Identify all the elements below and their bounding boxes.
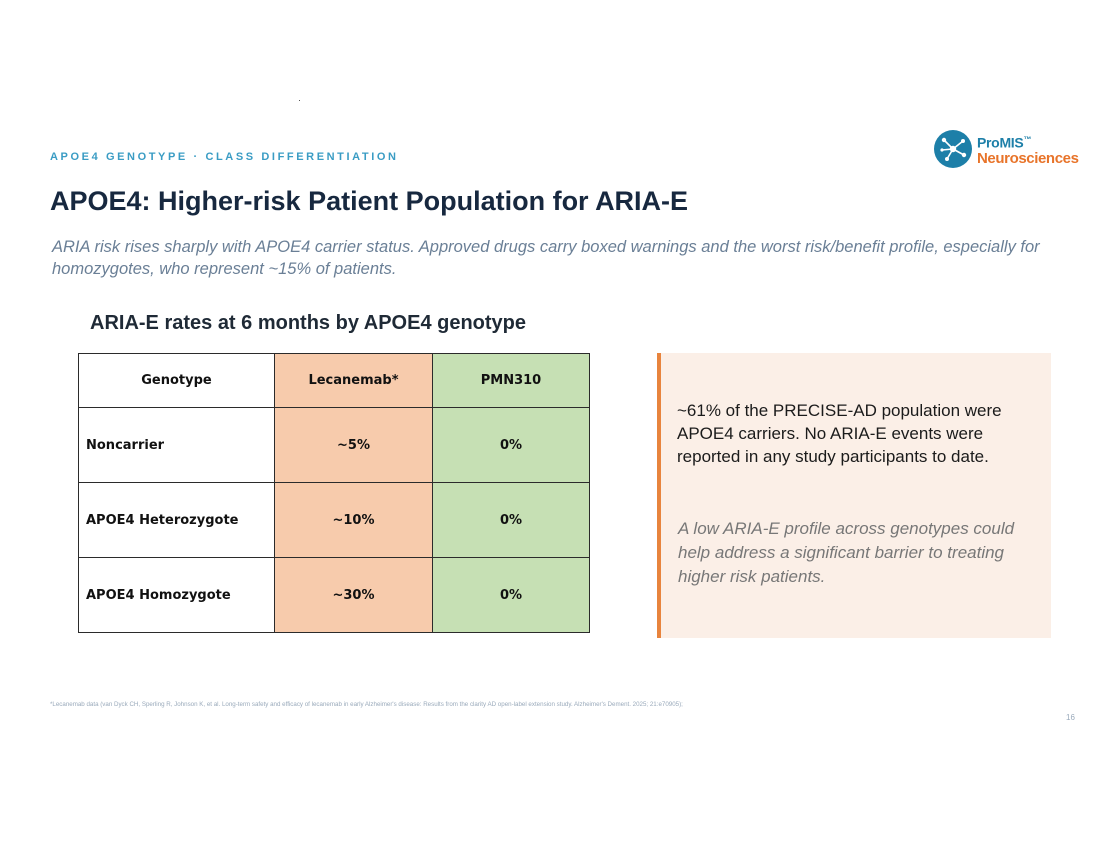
row-lecanemab-cell: ~10% [274, 482, 433, 558]
footnote: *Lecanemab data (van Dyck CH, Sperling R… [50, 701, 683, 708]
row-genotype-cell: APOE4 Heterozygote [78, 482, 275, 558]
stray-dot [299, 100, 300, 101]
header-lecanemab: Lecanemab* [274, 353, 433, 408]
header-pmn310: PMN310 [432, 353, 590, 408]
row-pmn310-cell: 0% [432, 557, 590, 633]
table-row: APOE4 Homozygote ~30% 0% [78, 557, 590, 633]
slide-subtitle: ARIA risk rises sharply with APOE4 carri… [52, 238, 1040, 278]
section-eyebrow: APOE4 GENOTYPE · CLASS DIFFERENTIATION [50, 151, 399, 163]
promis-logo: ProMIS™ Neurosciences [933, 129, 1093, 171]
callout-main-text: ~61% of the PRECISE-AD population were A… [677, 401, 1002, 466]
row-genotype-cell: APOE4 Homozygote [78, 557, 275, 633]
row-pmn310-cell: 0% [432, 407, 590, 483]
page-number: 16 [1066, 713, 1075, 722]
table-row: Noncarrier ~5% 0% [78, 407, 590, 483]
logo-wordmark-neurosciences: Neurosciences [977, 149, 1079, 167]
header-genotype: Genotype [78, 353, 275, 408]
table-row: APOE4 Heterozygote ~10% 0% [78, 482, 590, 558]
molecule-logo-icon [934, 130, 972, 168]
row-lecanemab-cell: ~30% [274, 557, 433, 633]
row-pmn310-cell: 0% [432, 482, 590, 558]
table-header-row: Genotype Lecanemab* PMN310 [78, 353, 590, 408]
logo-wordmark-promis: ProMIS™ [977, 134, 1032, 151]
callout-box: ~61% of the PRECISE-AD population were A… [657, 353, 1051, 638]
row-genotype-cell: Noncarrier [78, 407, 275, 483]
callout-note-text: A low ARIA-E profile across genotypes co… [678, 519, 1015, 586]
row-lecanemab-cell: ~5% [274, 407, 433, 483]
slide-title: APOE4: Higher-risk Patient Population fo… [50, 186, 689, 216]
aria-e-rates-table: Genotype Lecanemab* PMN310 Noncarrier ~5… [78, 353, 590, 633]
table-title: ARIA-E rates at 6 months by APOE4 genoty… [90, 312, 527, 334]
